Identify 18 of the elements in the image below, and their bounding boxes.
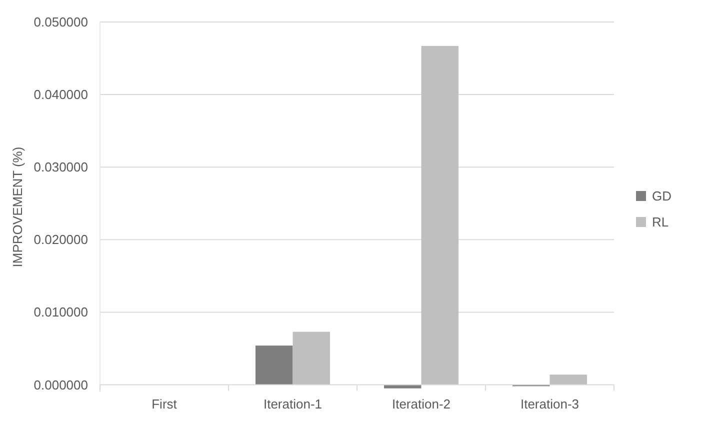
bar [292,332,330,385]
y-axis-title: IMPROVEMENT (%) [10,146,25,268]
x-tick-label: Iteration-2 [392,396,451,412]
y-tick-label: 0.030000 [34,160,88,175]
y-tick-label: 0.000000 [34,377,88,392]
legend-label: RL [652,214,669,230]
y-tick-label: 0.050000 [34,14,88,30]
bar [421,46,459,385]
y-tick-label: 0.020000 [34,232,88,248]
bar [550,374,588,385]
x-tick-label: First [152,396,178,412]
x-tick-label: Iteration-1 [263,396,322,412]
y-tick-label: 0.010000 [34,304,88,320]
bar [384,384,422,388]
bar [255,346,293,385]
x-tick-label: Iteration-3 [520,396,580,412]
legend-label: GD [652,188,672,204]
y-tick-label: 0.040000 [34,87,88,102]
